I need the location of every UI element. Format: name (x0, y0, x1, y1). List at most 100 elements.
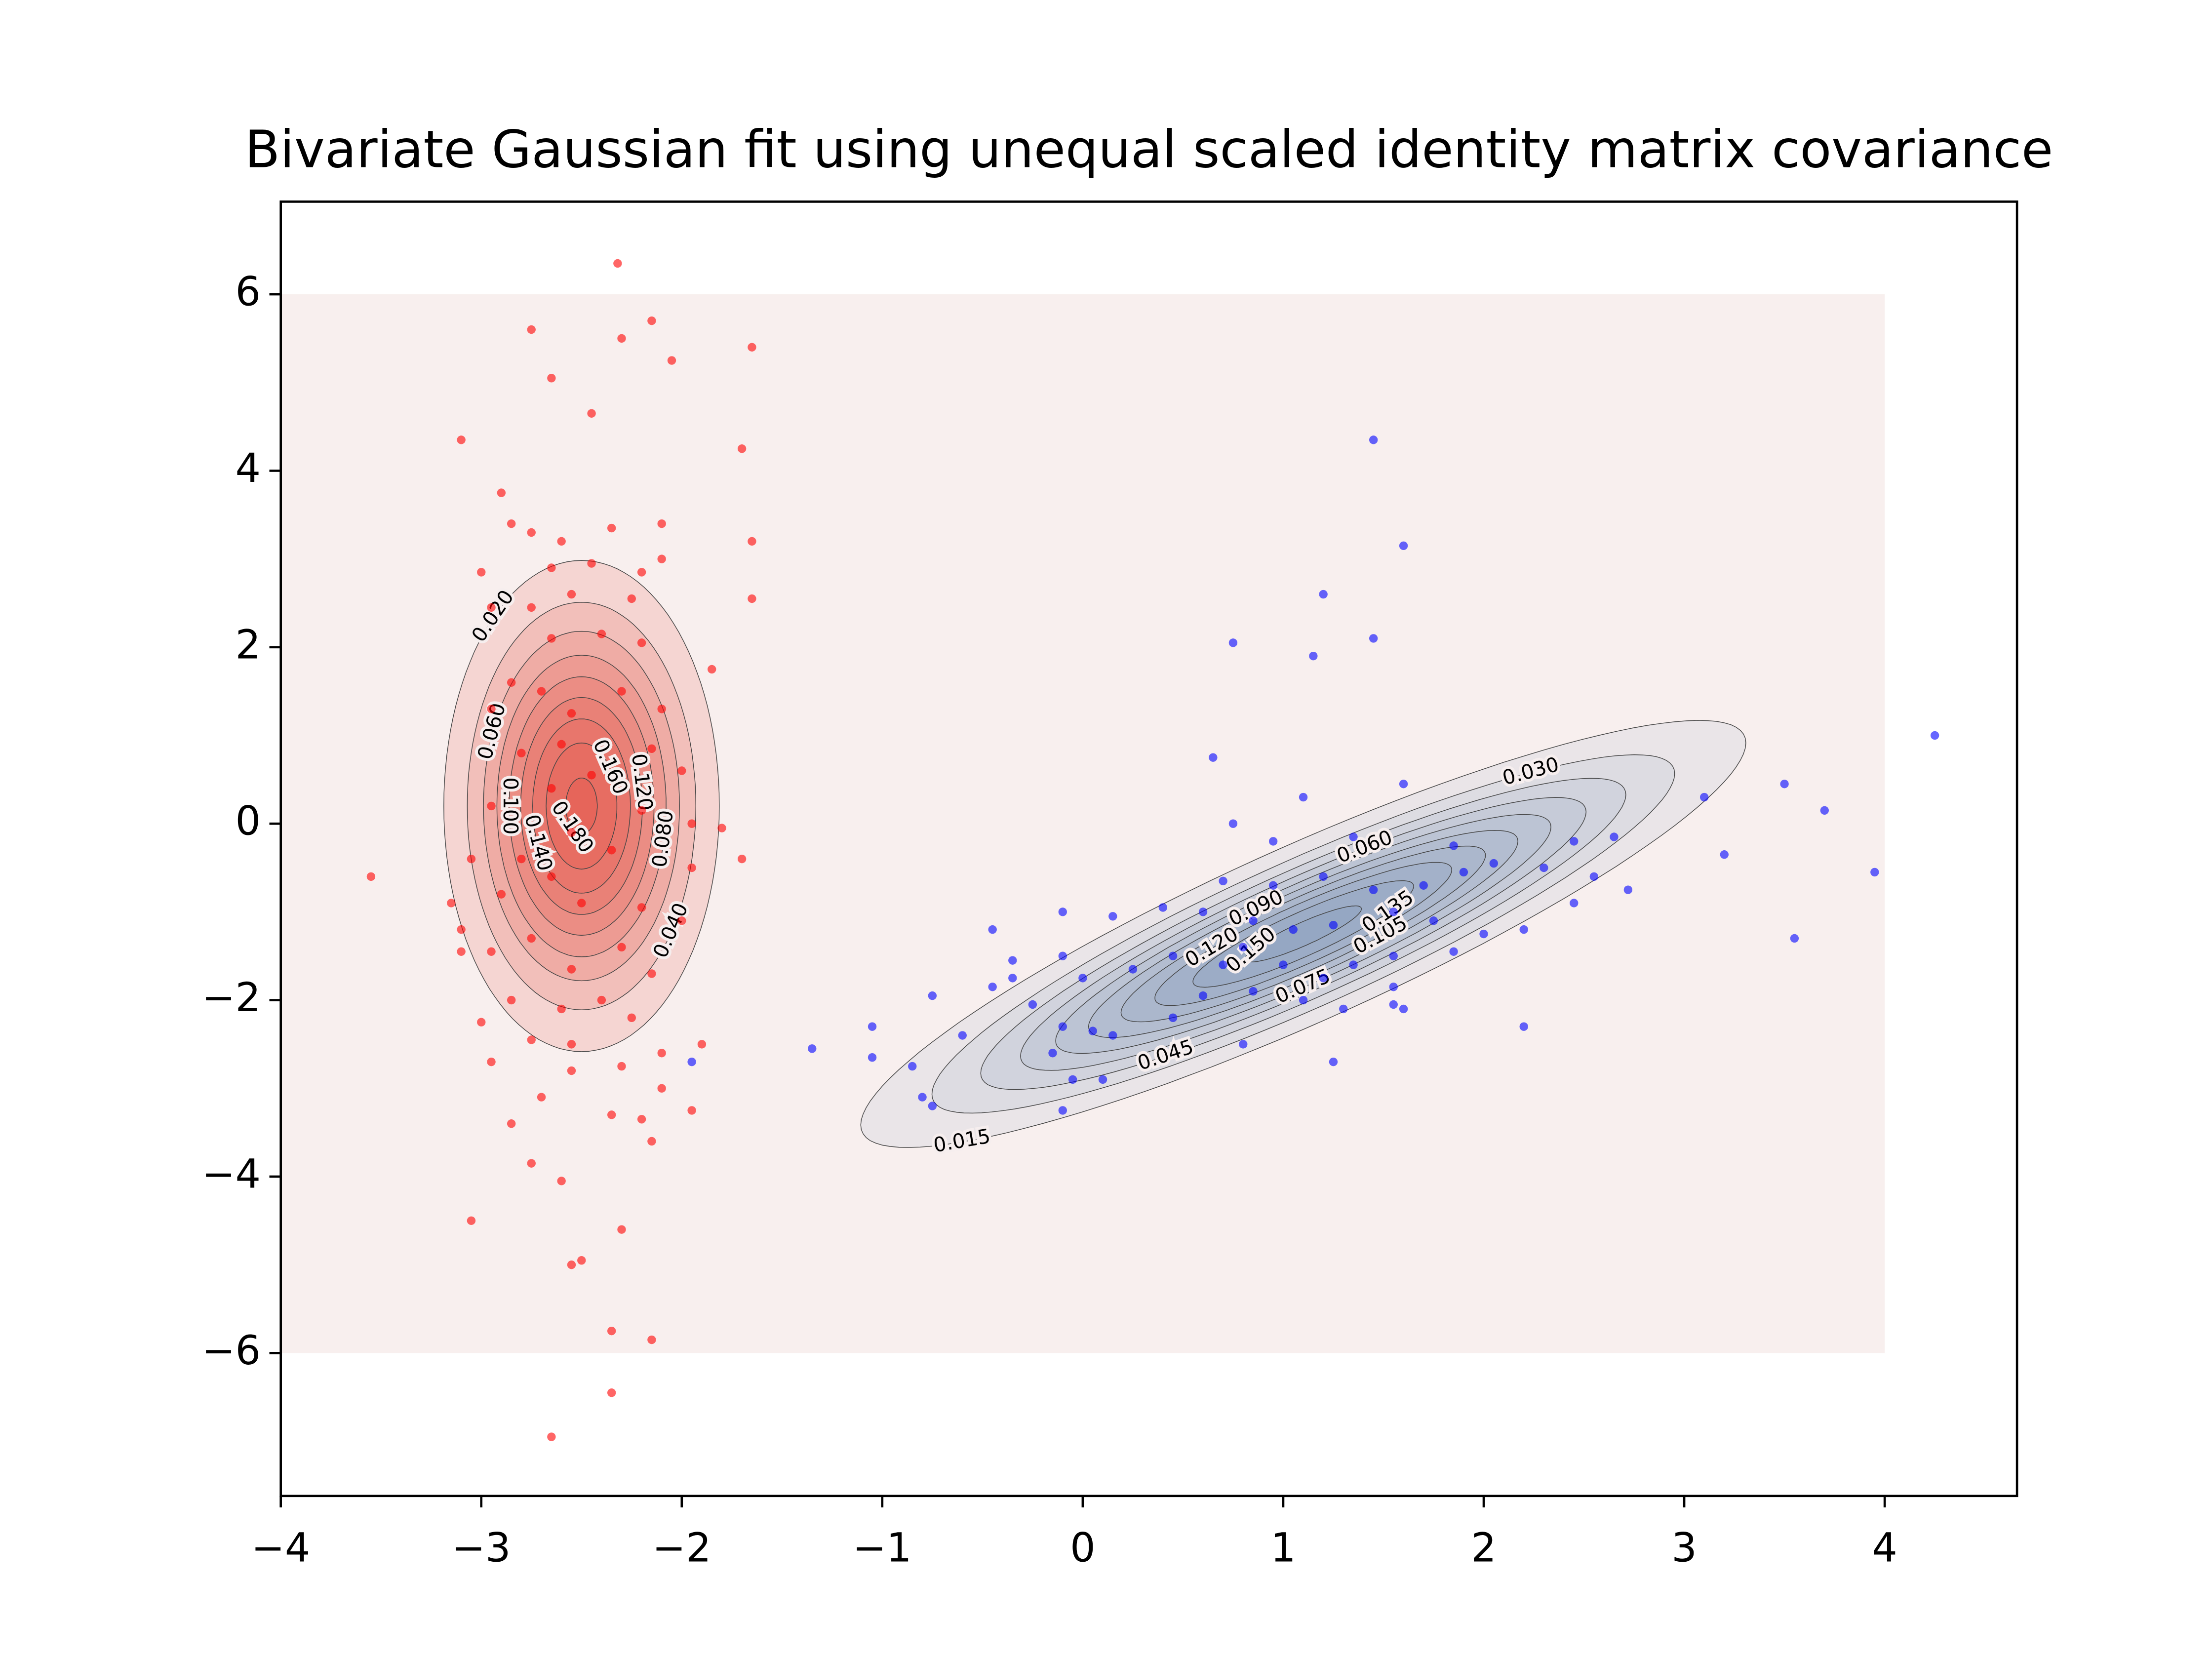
scatter-point (1449, 947, 1458, 956)
scatter-point (677, 766, 686, 775)
scatter-point (567, 828, 576, 837)
scatter-point (487, 1057, 496, 1066)
scatter-point (467, 854, 476, 864)
scatter-point (557, 740, 566, 749)
scatter-point (617, 687, 626, 696)
scatter-point (647, 969, 656, 978)
scatter-point (647, 316, 656, 325)
scatter-point (557, 537, 566, 546)
contour-line (483, 631, 680, 982)
scatter-point (1399, 1004, 1408, 1014)
scatter-point (1268, 837, 1278, 846)
scatter-point (1028, 1000, 1037, 1009)
scatter-point (607, 846, 616, 855)
contour-line (467, 602, 696, 1010)
axes-frame (279, 200, 2018, 1498)
scatter-point (1329, 1057, 1338, 1066)
scatter-point (1219, 876, 1227, 886)
scatter-point (737, 444, 747, 453)
contour-fill (1056, 814, 1551, 1054)
scatter-point (457, 947, 466, 956)
scatter-point (647, 1335, 656, 1344)
scatter-point (527, 1159, 536, 1168)
scatter-point (567, 1260, 576, 1269)
contour-fill (1193, 880, 1414, 988)
contour-line (509, 676, 655, 936)
scatter-point (447, 899, 456, 908)
scatter-point (617, 1225, 626, 1234)
scatter-point (487, 801, 496, 811)
scatter-point (587, 771, 596, 780)
scatter-point (457, 435, 466, 444)
contour-fill (1121, 846, 1486, 1022)
scatter-point (1239, 1040, 1248, 1049)
scatter-point (1369, 435, 1378, 444)
scatter-point (1299, 792, 1308, 802)
scatter-point (617, 1062, 626, 1071)
scatter-point (1720, 850, 1729, 859)
scatter-point (958, 1031, 967, 1040)
scatter-point (1219, 960, 1227, 969)
y-tick-label: 6 (236, 269, 261, 315)
scatter-point (1429, 916, 1438, 925)
scatter-point (547, 563, 556, 572)
scatter-point (868, 1022, 877, 1031)
scatter-point (657, 1049, 666, 1058)
scatter-point (687, 1057, 696, 1066)
scatter-point (1399, 780, 1408, 789)
scatter-point (1228, 819, 1238, 828)
scatter-point (1419, 881, 1428, 890)
scatter-point (1309, 651, 1318, 661)
scatter-point (497, 890, 506, 899)
scatter-point (1820, 806, 1829, 815)
scatter-point (1249, 987, 1258, 996)
scatter-point (1459, 868, 1468, 877)
scatter-point (657, 705, 666, 713)
scatter-point (708, 665, 716, 674)
scatter-point (497, 488, 506, 497)
scatter-point (537, 1093, 546, 1102)
scatter-point (637, 806, 646, 815)
scatter-point (1519, 925, 1528, 934)
scatter-point (687, 819, 696, 828)
scatter-point (1329, 920, 1338, 930)
scatter-point (1389, 1000, 1398, 1009)
scatter-point (577, 1256, 586, 1265)
scatter-point (477, 568, 486, 577)
contour-line (496, 655, 667, 957)
scatter-point (1168, 1013, 1178, 1022)
contour-line (532, 718, 631, 894)
scatter-point (928, 1102, 937, 1110)
contour-fill (483, 631, 680, 981)
contour-fill (546, 743, 617, 869)
scatter-point (607, 1110, 616, 1119)
scatter-point (507, 519, 516, 528)
contour-fill (1020, 797, 1586, 1070)
scatter-point (627, 594, 636, 603)
scatter-point (808, 1044, 817, 1053)
scatter-point (717, 824, 726, 832)
scatter-point (547, 374, 556, 383)
scatter-point (1239, 943, 1248, 952)
scatter-point (1349, 832, 1358, 841)
scatter-point (527, 528, 536, 537)
scatter-point (487, 603, 496, 612)
scatter-point (1299, 995, 1308, 1005)
scatter-point (1198, 908, 1208, 916)
scatter-point (697, 1040, 707, 1049)
scatter-point (577, 899, 586, 908)
contour-fill (861, 720, 1746, 1147)
y-tick-label: −4 (202, 1151, 261, 1197)
scatter-point (567, 1066, 576, 1075)
contour-fill (1245, 906, 1362, 962)
scatter-point (918, 1093, 927, 1102)
scatter-point (1369, 885, 1378, 894)
scatter-point (507, 678, 516, 687)
scatter-point (988, 983, 997, 991)
scatter-point (477, 1018, 486, 1027)
scatter-point (547, 634, 556, 643)
contour-line (520, 697, 643, 915)
scatter-point (1198, 991, 1208, 1000)
scatter-point (748, 343, 756, 352)
contour-line (1154, 862, 1452, 1006)
